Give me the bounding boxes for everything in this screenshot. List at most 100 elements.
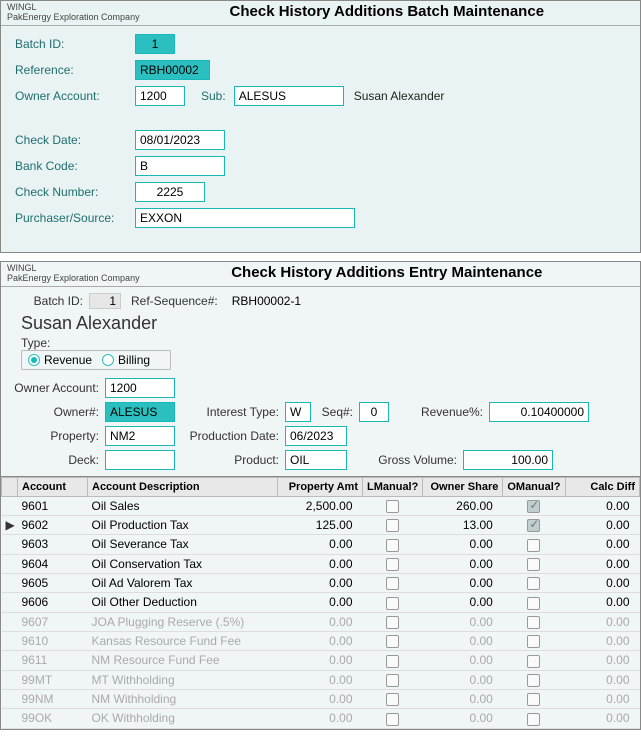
cell-account: 9603 <box>18 535 88 554</box>
cell-lmanual[interactable] <box>363 670 423 689</box>
cell-lmanual[interactable] <box>363 709 423 728</box>
cell-omanual[interactable] <box>503 670 565 689</box>
batch-form: Batch ID: Reference: Owner Account: Sub:… <box>1 26 640 252</box>
reference-input[interactable] <box>135 60 210 80</box>
cell-calc-diff: 0.00 <box>565 631 639 650</box>
sub-input[interactable] <box>234 86 344 106</box>
cell-desc: NM Resource Fund Fee <box>88 651 278 670</box>
row-marker <box>2 631 18 650</box>
production-date-input[interactable] <box>285 426 347 446</box>
table-row[interactable]: 9607JOA Plugging Reserve (.5%)0.000.000.… <box>2 612 640 631</box>
deck-label: Deck: <box>9 453 105 467</box>
deck-input[interactable] <box>105 450 175 470</box>
table-row[interactable]: 9610Kansas Resource Fund Fee0.000.000.00 <box>2 631 640 650</box>
checkbox-icon <box>527 713 540 726</box>
table-row[interactable]: 9601Oil Sales2,500.00260.000.00 <box>2 496 640 515</box>
cell-omanual[interactable] <box>503 631 565 650</box>
owner-num-label: Owner#: <box>9 405 105 419</box>
seq-input[interactable] <box>359 402 389 422</box>
col-owner-share[interactable]: Owner Share <box>423 477 503 496</box>
col-lmanual[interactable]: LManual? <box>363 477 423 496</box>
row-marker <box>2 670 18 689</box>
owner-account-input-2[interactable] <box>105 378 175 398</box>
cell-omanual[interactable] <box>503 612 565 631</box>
cell-prop-amt: 0.00 <box>278 670 363 689</box>
checkbox-icon <box>527 616 540 629</box>
checkbox-icon <box>386 616 399 629</box>
type-group: Revenue Billing <box>21 350 171 370</box>
cell-omanual[interactable] <box>503 496 565 515</box>
table-row[interactable]: 9604Oil Conservation Tax0.000.000.00 <box>2 554 640 573</box>
batch-id-value: 1 <box>89 293 121 309</box>
cell-calc-diff: 0.00 <box>565 689 639 708</box>
table-row[interactable]: 9606Oil Other Deduction0.000.000.00 <box>2 593 640 612</box>
cell-lmanual[interactable] <box>363 554 423 573</box>
cell-calc-diff: 0.00 <box>565 573 639 592</box>
batch-window: WINGL PakEnergy Exploration Company Chec… <box>0 0 641 253</box>
interest-type-input[interactable] <box>285 402 311 422</box>
check-date-input[interactable] <box>135 130 225 150</box>
batch-id-input[interactable] <box>135 34 175 54</box>
cell-account: 9611 <box>18 651 88 670</box>
row-marker <box>2 612 18 631</box>
cell-omanual[interactable] <box>503 535 565 554</box>
col-prop-amt[interactable]: Property Amt <box>278 477 363 496</box>
cell-lmanual[interactable] <box>363 612 423 631</box>
radio-billing[interactable]: Billing <box>102 353 150 367</box>
owner-account-input[interactable] <box>135 86 185 106</box>
gross-volume-input[interactable] <box>463 450 553 470</box>
col-calc-diff[interactable]: Calc Diff <box>565 477 639 496</box>
table-row[interactable]: ▶9602Oil Production Tax125.0013.000.00 <box>2 515 640 534</box>
row-marker <box>2 496 18 515</box>
cell-lmanual[interactable] <box>363 535 423 554</box>
seq-label: Seq#: <box>311 405 359 419</box>
owner-num-input[interactable] <box>105 402 175 422</box>
radio-revenue[interactable]: Revenue <box>28 353 92 367</box>
cell-omanual[interactable] <box>503 554 565 573</box>
table-row[interactable]: 9605Oil Ad Valorem Tax0.000.000.00 <box>2 573 640 592</box>
interest-type-label: Interest Type: <box>175 405 285 419</box>
sub-label: Sub: <box>201 89 226 103</box>
entry-form: Owner Account: Owner#: Interest Type: Se… <box>1 372 640 476</box>
type-label: Type: <box>21 336 626 350</box>
cell-omanual[interactable] <box>503 709 565 728</box>
cell-lmanual[interactable] <box>363 496 423 515</box>
cell-desc: NM Withholding <box>88 689 278 708</box>
purchaser-input[interactable] <box>135 208 355 228</box>
cell-desc: JOA Plugging Reserve (.5%) <box>88 612 278 631</box>
product-input[interactable] <box>285 450 347 470</box>
col-account[interactable]: Account <box>18 477 88 496</box>
cell-omanual[interactable] <box>503 515 565 534</box>
property-input[interactable] <box>105 426 175 446</box>
cell-lmanual[interactable] <box>363 573 423 592</box>
checkbox-icon <box>386 713 399 726</box>
cell-lmanual[interactable] <box>363 515 423 534</box>
check-number-input[interactable] <box>135 182 205 202</box>
table-row[interactable]: 99MTMT Withholding0.000.000.00 <box>2 670 640 689</box>
cell-account: 99NM <box>18 689 88 708</box>
table-row[interactable]: 99NMNM Withholding0.000.000.00 <box>2 689 640 708</box>
cell-omanual[interactable] <box>503 573 565 592</box>
cell-lmanual[interactable] <box>363 651 423 670</box>
cell-owner-share: 0.00 <box>423 554 503 573</box>
cell-lmanual[interactable] <box>363 689 423 708</box>
cell-omanual[interactable] <box>503 651 565 670</box>
app-info: WINGL PakEnergy Exploration Company <box>7 3 140 23</box>
table-row[interactable]: 9603Oil Severance Tax0.000.000.00 <box>2 535 640 554</box>
cell-lmanual[interactable] <box>363 593 423 612</box>
col-omanual[interactable]: OManual? <box>503 477 565 496</box>
table-row[interactable]: 9611NM Resource Fund Fee0.000.000.00 <box>2 651 640 670</box>
refseq-label: Ref-Sequence#: <box>131 294 224 308</box>
table-row[interactable]: 99OKOK Withholding0.000.000.00 <box>2 709 640 728</box>
cell-omanual[interactable] <box>503 593 565 612</box>
col-desc[interactable]: Account Description <box>88 477 278 496</box>
cell-omanual[interactable] <box>503 689 565 708</box>
bank-code-input[interactable] <box>135 156 225 176</box>
revenue-pct-input[interactable] <box>489 402 589 422</box>
cell-owner-share: 0.00 <box>423 612 503 631</box>
cell-lmanual[interactable] <box>363 631 423 650</box>
cell-account: 9607 <box>18 612 88 631</box>
row-marker: ▶ <box>2 515 18 534</box>
cell-owner-share: 260.00 <box>423 496 503 515</box>
cell-desc: Oil Conservation Tax <box>88 554 278 573</box>
